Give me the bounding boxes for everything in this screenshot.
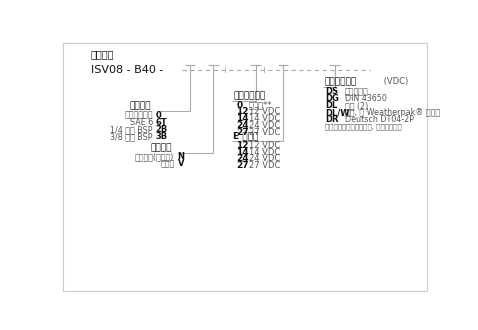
- Text: 24 VDC: 24 VDC: [249, 121, 280, 130]
- Text: 氟橡胶: 氟橡胶: [160, 159, 174, 168]
- Text: 0: 0: [156, 111, 162, 119]
- Text: SAE 6: SAE 6: [130, 118, 153, 127]
- Text: 24: 24: [237, 154, 249, 163]
- FancyBboxPatch shape: [63, 43, 427, 291]
- Text: Deutsch DT04-2P: Deutsch DT04-2P: [345, 115, 414, 124]
- Text: 27 VDC: 27 VDC: [249, 161, 280, 170]
- Text: V: V: [177, 159, 184, 168]
- Text: 14 VDC: 14 VDC: [249, 148, 280, 156]
- Text: 1/4 英寸 BSP: 1/4 英寸 BSP: [110, 125, 153, 134]
- Text: 12: 12: [237, 141, 249, 149]
- Text: 导线, 带 Weatherpak® 连接器: 导线, 带 Weatherpak® 连接器: [345, 108, 440, 117]
- Text: 12 VDC: 12 VDC: [249, 141, 280, 149]
- Text: 丁腈橡胶(标准型): 丁腈橡胶(标准型): [135, 152, 174, 161]
- Text: 2B: 2B: [156, 125, 168, 134]
- Text: DG: DG: [325, 94, 339, 103]
- Text: DL/W: DL/W: [325, 108, 349, 117]
- Text: 双扁形接头: 双扁形接头: [345, 87, 369, 96]
- Text: 只订购插装件: 只订购插装件: [124, 111, 153, 119]
- Text: 3/8 英寸 BSP: 3/8 英寸 BSP: [110, 132, 153, 141]
- Text: 14: 14: [237, 115, 249, 123]
- Text: 27 VDC: 27 VDC: [249, 128, 280, 137]
- Text: 标准线圈终端: 标准线圈终端: [325, 78, 357, 86]
- Text: DS: DS: [325, 87, 338, 96]
- Text: 订货型号: 订货型号: [91, 49, 114, 59]
- Text: 导线 (2): 导线 (2): [345, 101, 368, 110]
- Text: 阀块油口: 阀块油口: [130, 101, 151, 110]
- Text: 27: 27: [237, 161, 249, 170]
- Text: N: N: [177, 152, 185, 161]
- Text: DL: DL: [325, 101, 337, 110]
- Text: 12: 12: [237, 108, 249, 116]
- Text: E 型线圈: E 型线圈: [233, 131, 259, 140]
- Text: 24 VDC: 24 VDC: [249, 154, 280, 163]
- Text: 提供带内置二极管的线圈, 请咨询嘉道。: 提供带内置二极管的线圈, 请咨询嘉道。: [325, 123, 402, 130]
- Text: 14 VDC: 14 VDC: [249, 115, 280, 123]
- Text: 密封材料: 密封材料: [151, 143, 172, 152]
- Text: 27: 27: [237, 128, 249, 137]
- Text: 14: 14: [237, 148, 249, 156]
- Text: 0: 0: [237, 101, 242, 110]
- Text: DR: DR: [325, 115, 338, 124]
- Text: 6T: 6T: [156, 118, 168, 127]
- Text: 无线圈**: 无线圈**: [249, 101, 272, 110]
- Text: 标准线圈电压: 标准线圈电压: [233, 91, 266, 100]
- Text: (VDC): (VDC): [381, 78, 409, 86]
- Text: 12 VDC: 12 VDC: [249, 108, 280, 116]
- Text: ISV08 - B40 -: ISV08 - B40 -: [91, 65, 163, 75]
- Text: 3B: 3B: [156, 132, 168, 141]
- Text: 24: 24: [237, 121, 249, 130]
- Text: DIN 43650: DIN 43650: [345, 94, 387, 103]
